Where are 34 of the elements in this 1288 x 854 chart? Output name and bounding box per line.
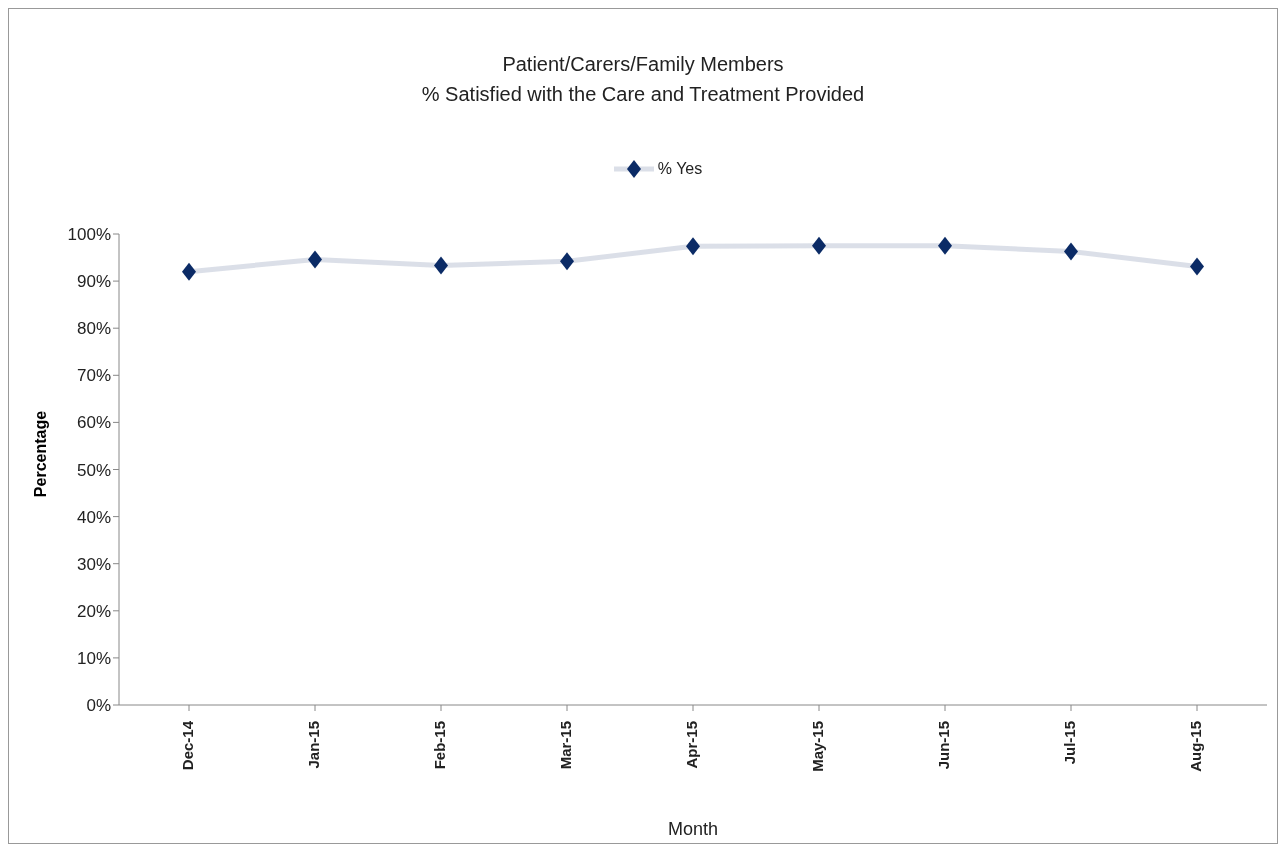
y-tick-label: 0% [86,696,111,716]
point [812,236,826,255]
chart-subtitle: % Satisfied with the Care and Treatment Provided [420,82,866,107]
point [560,252,574,271]
point [434,256,448,275]
x-tick-label: Jun-15 [934,721,952,770]
x-tick-label: Feb-15 [430,721,448,770]
point [182,262,196,281]
y-tick-label: 80% [76,319,111,339]
y-tick-label: 90% [76,272,111,292]
y-tick-label: 60% [76,413,111,433]
y-tick-label: 40% [76,507,111,527]
x-tick-label: Mar-15 [556,721,574,770]
y-tick-label: 100% [67,225,111,245]
point [1190,257,1204,276]
chart-title: Patient/Carers/Family Members [501,52,785,77]
y-tick-label: 10% [76,648,111,668]
x-axis-title: Month [667,819,719,839]
y-axis-title: Percentage [32,410,50,498]
y-tick-label: 70% [76,366,111,386]
y-tick-label: 30% [76,554,111,574]
x-tick-label: May-15 [808,721,826,772]
x-tick-label: Dec-14 [178,720,196,771]
legend-label: % Yes [656,159,703,179]
point [1064,242,1078,261]
y-tick-label: 50% [76,460,111,480]
point [686,237,700,256]
y-tick-label: 20% [76,601,111,621]
point [308,250,322,269]
x-tick-label: Jul-15 [1060,721,1078,765]
point [938,236,952,255]
x-tick-label: Aug-15 [1186,721,1204,772]
x-tick-label: Jan-15 [304,721,322,769]
x-tick-label: Apr-15 [682,721,700,769]
